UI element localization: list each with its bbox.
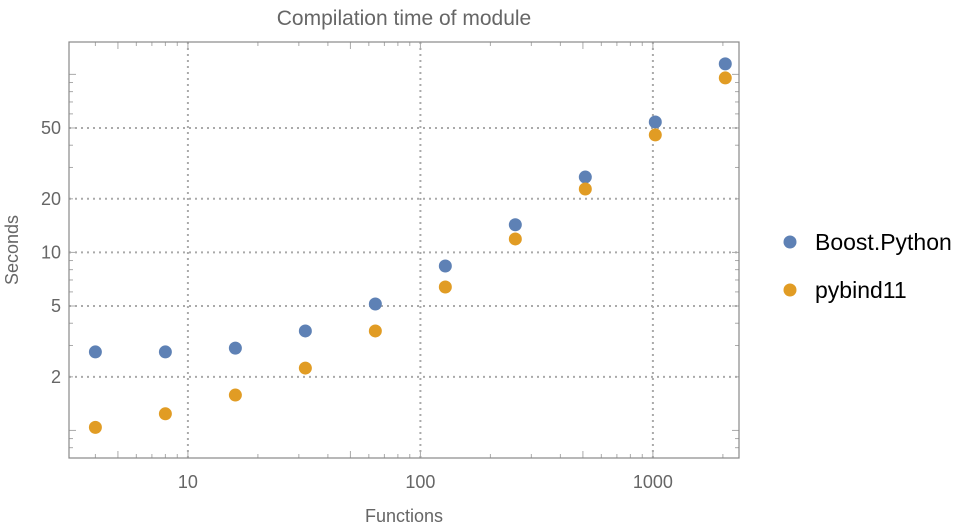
grid [69,42,739,458]
x-tick-labels: 10 100 1000 [178,472,673,492]
pybind11-point [578,182,592,196]
x-tick-label: 100 [405,472,435,492]
y-tick-label: 50 [41,118,61,138]
y-tick-labels: 2 5 10 20 50 [41,118,61,387]
legend: Boost.Python pybind11 [783,229,952,303]
pybind11-point [298,361,312,375]
boost-python-point [158,345,172,359]
boost-python-point [508,218,522,232]
boost-python-point [88,345,102,359]
legend-label-pybind11: pybind11 [815,277,907,303]
y-tick-label: 10 [41,242,61,262]
boost-python-point [578,170,592,184]
boost-python-point [648,115,662,129]
x-axis-label: Functions [365,506,443,525]
pybind11-point [88,420,102,434]
y-axis-label: Seconds [2,215,22,285]
pybind11-point [438,280,452,294]
boost-python-point [228,341,242,355]
x-tick-label: 10 [178,472,198,492]
legend-marker-pybind11 [783,283,797,297]
boost-python-point [718,57,732,71]
pybind11-point [368,324,382,338]
boost-python-point [298,324,312,338]
boost-python-point [438,259,452,273]
pybind11-point [508,232,522,246]
pybind11-point [718,71,732,85]
minor-ticks [69,42,739,459]
data-points [88,57,732,434]
chart-title: Compilation time of module [277,7,531,30]
pybind11-point [158,407,172,421]
x-tick-label: 1000 [633,472,673,492]
y-tick-label: 5 [51,296,61,316]
y-tick-label: 2 [51,367,61,387]
legend-marker-boost-python [783,235,797,249]
pybind11-point [648,128,662,142]
pybind11-point [228,388,242,402]
boost-python-point [368,297,382,311]
y-tick-label: 20 [41,189,61,209]
plot-frame [68,41,740,459]
legend-label-boost-python: Boost.Python [815,229,952,255]
